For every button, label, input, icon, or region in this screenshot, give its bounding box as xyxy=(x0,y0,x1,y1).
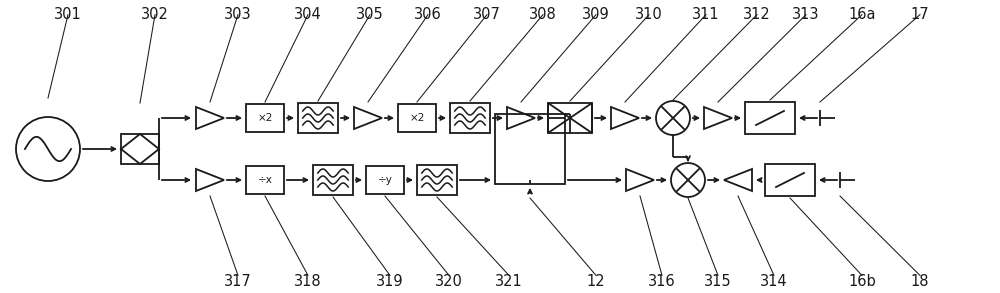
Bar xyxy=(366,166,404,194)
Text: 313: 313 xyxy=(792,7,820,22)
Text: 12: 12 xyxy=(587,274,605,289)
Text: 320: 320 xyxy=(435,274,463,289)
Text: ×2: ×2 xyxy=(257,113,273,123)
Bar xyxy=(298,103,338,133)
Bar xyxy=(450,103,490,133)
Text: 319: 319 xyxy=(376,274,404,289)
Bar xyxy=(246,166,284,194)
Text: 307: 307 xyxy=(473,7,501,22)
Bar xyxy=(745,102,795,134)
Text: 18: 18 xyxy=(911,274,929,289)
Text: 311: 311 xyxy=(692,7,720,22)
Bar xyxy=(121,134,159,164)
Text: 304: 304 xyxy=(294,7,322,22)
Text: ÷x: ÷x xyxy=(258,175,272,185)
Text: 16b: 16b xyxy=(848,274,876,289)
Text: 17: 17 xyxy=(911,7,929,22)
Text: 305: 305 xyxy=(356,7,384,22)
Text: 306: 306 xyxy=(414,7,442,22)
Text: 303: 303 xyxy=(224,7,252,22)
Bar xyxy=(765,164,815,196)
Text: 301: 301 xyxy=(54,7,82,22)
Text: 308: 308 xyxy=(529,7,557,22)
Text: ×2: ×2 xyxy=(409,113,425,123)
Text: 16a: 16a xyxy=(848,7,876,22)
Bar xyxy=(313,165,353,195)
Text: 310: 310 xyxy=(635,7,663,22)
Text: 317: 317 xyxy=(224,274,252,289)
Text: 315: 315 xyxy=(704,274,732,289)
Bar xyxy=(246,104,284,132)
Text: ÷y: ÷y xyxy=(378,175,392,185)
Text: 309: 309 xyxy=(582,7,610,22)
Bar xyxy=(548,103,592,133)
Text: 321: 321 xyxy=(495,274,523,289)
Bar xyxy=(417,165,457,195)
Bar xyxy=(398,104,436,132)
Bar xyxy=(495,114,565,184)
Text: 312: 312 xyxy=(743,7,771,22)
Text: 314: 314 xyxy=(760,274,788,289)
Text: 316: 316 xyxy=(648,274,676,289)
Text: 302: 302 xyxy=(141,7,169,22)
Text: 318: 318 xyxy=(294,274,322,289)
